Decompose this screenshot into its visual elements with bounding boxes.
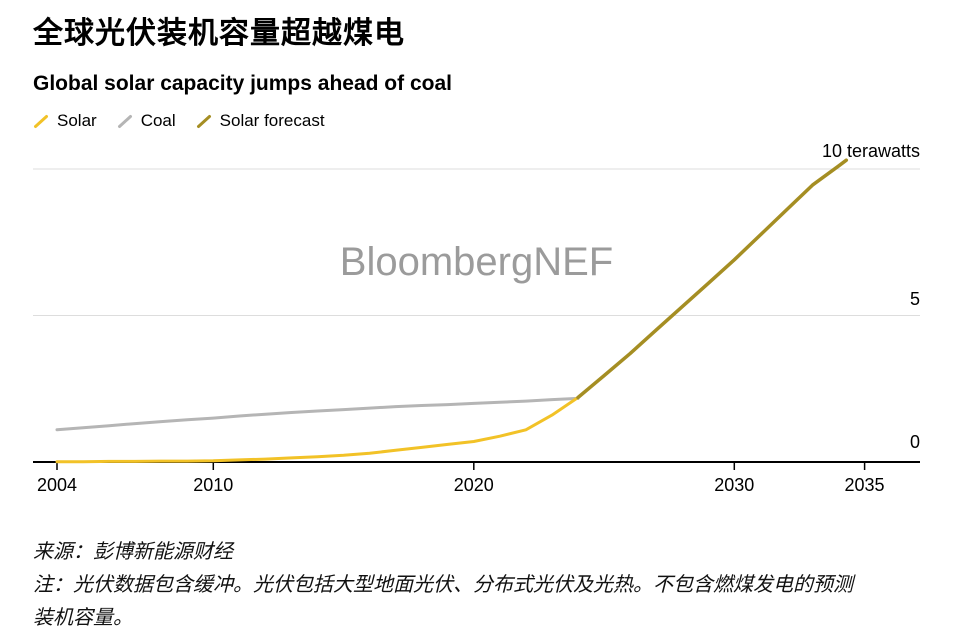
- legend-label-solar-forecast: Solar forecast: [219, 111, 325, 130]
- y-axis-label-0: 0: [909, 432, 920, 452]
- bloombergnef-watermark: BloombergNEF: [339, 240, 614, 284]
- coal-line-swatch-icon: [117, 114, 132, 128]
- page-title-zh: 全球光伏装机容量超越煤电: [33, 17, 405, 50]
- legend-item-coal: Coal: [117, 111, 176, 131]
- legend-item-solar-forecast: Solar forecast: [196, 111, 325, 131]
- x-axis-label-2035: 2035: [844, 475, 885, 495]
- footnote-line-2: 装机容量。: [33, 607, 133, 629]
- chart-legend: Solar Coal Solar forecast: [33, 111, 325, 131]
- y-axis-label-10-terawatts: 10 terawatts: [821, 141, 920, 161]
- y-axis-label-5: 5: [909, 289, 920, 309]
- footnote-line-1: 注：光伏数据包含缓冲。光伏包括大型地面光伏、分布式光伏及光热。不包含燃煤发电的预…: [33, 574, 853, 596]
- solar-forecast-line-swatch-icon: [196, 114, 211, 128]
- legend-item-solar: Solar: [33, 111, 97, 131]
- legend-label-coal: Coal: [140, 111, 176, 130]
- x-axis-label-2010: 2010: [193, 475, 234, 495]
- legend-label-solar: Solar: [57, 111, 97, 130]
- x-axis-label-2004: 2004: [36, 475, 78, 495]
- solar-line-swatch-icon: [34, 114, 48, 128]
- source-note: 来源：彭博新能源财经: [33, 541, 233, 563]
- chart-subtitle-en: Global solar capacity jumps ahead of coa…: [33, 72, 452, 95]
- x-axis-label-2030: 2030: [714, 475, 755, 495]
- x-axis-label-2020: 2020: [453, 475, 494, 495]
